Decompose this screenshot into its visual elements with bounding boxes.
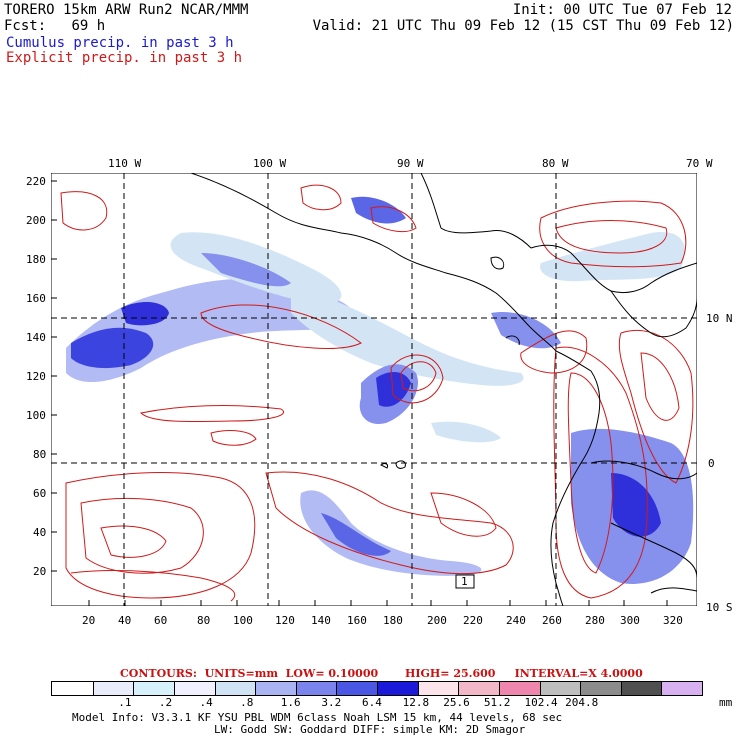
- contour-info: CONTOURS: UNITS=mm LOW= 0.10000 HIGH= 25…: [120, 667, 643, 680]
- x-tick: 140: [311, 614, 331, 627]
- x-tick: 80: [197, 614, 211, 627]
- colorbar-label: 1.6: [280, 696, 301, 709]
- colorbar-label: 3.2: [321, 696, 342, 709]
- lat-label-10s: 10 S: [706, 601, 733, 614]
- colorbar-swatch: [661, 682, 702, 695]
- y-tick: 160: [26, 292, 46, 305]
- colorbar-unit: mm: [719, 696, 733, 709]
- fcst-value: 69 h: [71, 18, 106, 34]
- colorbar-label: .4: [199, 696, 213, 709]
- colorbar: [51, 681, 703, 696]
- x-tick: 160: [347, 614, 367, 627]
- x-tick: 320: [663, 614, 683, 627]
- colorbar-label: .1: [118, 696, 132, 709]
- colorbar-label: .2: [158, 696, 173, 709]
- colorbar-swatch: [539, 682, 581, 695]
- x-tick: 220: [463, 614, 483, 627]
- y-tick: 60: [33, 487, 47, 500]
- lon-label-90w: 90 W: [397, 157, 424, 170]
- colorbar-label: 12.8: [402, 696, 430, 709]
- colorbar-label: 102.4: [524, 696, 558, 709]
- lon-label-70w: 70 W: [686, 157, 713, 170]
- colorbar-swatch: [133, 682, 174, 695]
- y-tick: 100: [26, 409, 46, 422]
- y-tick: 140: [26, 331, 46, 344]
- init-time: Init: 00 UTC Tue 07 Feb 12: [512, 2, 732, 18]
- colorbar-swatch: [173, 682, 215, 695]
- explicit-precip-contours: [60, 184, 694, 602]
- contour-label-box-text: 1: [461, 575, 468, 588]
- cumulus-precip-field: [66, 196, 694, 584]
- colorbar-swatch: [214, 682, 256, 695]
- x-tick: 280: [585, 614, 605, 627]
- physics-info: LW: Godd SW: Goddard DIFF: simple KM: 2D…: [214, 723, 526, 736]
- model-title: TORERO 15km ARW Run2 NCAR/MMM: [4, 2, 249, 18]
- lon-label-110w: 110 W: [108, 157, 142, 170]
- contour-units: UNITS=mm: [204, 667, 278, 680]
- colorbar-swatch: [498, 682, 540, 695]
- colorbar-swatch: [620, 682, 662, 695]
- y-tick: 40: [33, 526, 47, 539]
- colorbar-swatch: [580, 682, 621, 695]
- colorbar-label: 204.8: [565, 696, 599, 709]
- coastline: [190, 173, 697, 606]
- explicit-legend: Explicit precip. in past 3 h: [6, 50, 243, 66]
- colorbar-swatch: [458, 682, 499, 695]
- contour-low: LOW= 0.10000: [285, 667, 379, 680]
- contour-label-box: [455, 574, 475, 589]
- y-tick: 220: [26, 175, 46, 188]
- contour-label: CONTOURS:: [120, 667, 197, 680]
- y-tick: 200: [26, 214, 46, 227]
- cumulus-legend: Cumulus precip. in past 3 h: [6, 35, 234, 51]
- x-tick: 180: [383, 614, 403, 627]
- y-tick: 180: [26, 253, 46, 266]
- colorbar-label: 25.6: [443, 696, 470, 709]
- precip-map: 1: [51, 173, 697, 606]
- x-tick: 100: [233, 614, 253, 627]
- forecast-hour: Fcst: 69 h: [4, 18, 105, 34]
- x-tick: 120: [275, 614, 295, 627]
- colorbar-swatch: [295, 682, 337, 695]
- x-tick: 60: [154, 614, 168, 627]
- y-tick: 20: [33, 565, 47, 578]
- valid-time: Valid: 21 UTC Thu 09 Feb 12 (15 CST Thu …: [312, 18, 734, 34]
- lon-label-80w: 80 W: [542, 157, 569, 170]
- colorbar-swatch: [52, 682, 93, 695]
- colorbar-labels: .1 .2 .4 .8 1.6 3.2 6.4 12.8 25.6 51.2 102.4 204.8 m…: [51, 696, 733, 709]
- x-tick: 260: [542, 614, 562, 627]
- colorbar-swatch: [377, 682, 418, 695]
- y-tick: 120: [26, 370, 46, 383]
- colorbar-swatch: [417, 682, 459, 695]
- lat-label-0: 0: [708, 457, 715, 470]
- contour-high: HIGH= 25.600: [404, 667, 496, 680]
- fcst-label: Fcst:: [4, 18, 47, 34]
- colorbar-swatch: [92, 682, 134, 695]
- colorbar-label: 6.4: [362, 696, 382, 709]
- colorbar-label: 51.2: [483, 696, 511, 709]
- y-tick: 80: [33, 448, 47, 461]
- graticule: [51, 173, 697, 606]
- contour-interval: INTERVAL=X 4.0000: [514, 667, 643, 680]
- axis-ticks: [51, 180, 668, 606]
- model-info: Model Info: V3.3.1 KF YSU PBL WDM 6class…: [72, 711, 563, 724]
- colorbar-label: .8: [240, 696, 254, 709]
- x-tick: 40: [118, 614, 132, 627]
- lon-label-100w: 100 W: [253, 157, 287, 170]
- x-tick: 240: [506, 614, 526, 627]
- x-tick: 300: [620, 614, 640, 627]
- lat-label-10n: 10 N: [706, 312, 733, 325]
- colorbar-swatch: [255, 682, 296, 695]
- colorbar-swatch: [336, 682, 377, 695]
- x-tick: 20: [82, 614, 96, 627]
- x-tick: 200: [427, 614, 447, 627]
